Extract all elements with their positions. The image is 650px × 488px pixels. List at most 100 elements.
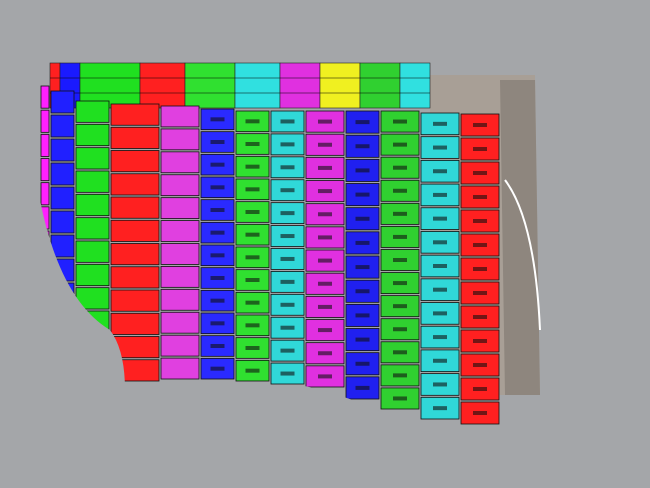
panel[interactable] (75, 170, 110, 193)
panel-label-mark (210, 253, 225, 258)
panel[interactable] (50, 186, 75, 210)
panel-label-mark (210, 117, 225, 122)
panel[interactable] (160, 357, 200, 380)
panel-label-mark (210, 208, 225, 212)
panel-label-mark (245, 368, 260, 373)
panel-label-mark (245, 164, 260, 169)
panel-label-mark (473, 387, 487, 391)
panel-label-mark (393, 165, 407, 170)
panel[interactable] (75, 263, 110, 287)
panel[interactable] (160, 174, 200, 197)
panel[interactable] (75, 123, 110, 147)
panel-label-mark (355, 289, 370, 294)
panel-label-mark (473, 339, 487, 343)
panel[interactable] (40, 133, 50, 157)
panel-label-mark (473, 123, 487, 127)
panel-label-mark (355, 265, 370, 270)
panel-label-mark (393, 350, 407, 355)
panel-label-mark (210, 140, 225, 144)
panel-label-mark (280, 211, 295, 216)
back-panel-column (279, 62, 321, 109)
panel-label-mark (280, 302, 295, 307)
panel-label-mark (473, 315, 487, 319)
panel-column (305, 110, 345, 388)
panel[interactable] (110, 219, 160, 242)
panel-label-mark (280, 256, 295, 261)
panel-label-mark (433, 335, 447, 340)
panel-label-mark (473, 291, 487, 295)
panel-label-mark (355, 192, 370, 197)
panel-label-mark (433, 406, 447, 411)
panel-label-mark (210, 185, 225, 190)
panel-column (160, 105, 200, 380)
panel[interactable] (110, 243, 160, 266)
panel-label-mark (473, 267, 487, 271)
panel[interactable] (75, 217, 110, 240)
panel-column (110, 103, 160, 382)
panel-label-mark (433, 169, 447, 174)
panel[interactable] (160, 288, 200, 311)
panel[interactable] (110, 312, 160, 335)
panel[interactable] (40, 109, 50, 133)
panel-label-mark (245, 255, 260, 260)
panel[interactable] (50, 210, 75, 234)
panel[interactable] (75, 147, 110, 170)
panel-label-mark (318, 258, 332, 263)
panel[interactable] (110, 289, 160, 312)
panel[interactable] (160, 243, 200, 265)
panel-label-mark (355, 144, 370, 149)
panel[interactable] (75, 100, 110, 123)
panel[interactable] (110, 266, 160, 289)
panel-label-mark (318, 374, 332, 379)
panel-column (270, 110, 305, 385)
panel-label-mark (473, 363, 487, 367)
panel-label-mark (393, 258, 407, 262)
panel[interactable] (110, 126, 160, 149)
panel-label-mark (433, 311, 447, 316)
panel-label-mark (433, 358, 447, 363)
panel[interactable] (160, 197, 200, 219)
panel-label-mark (393, 188, 407, 193)
panel-label-mark (393, 327, 407, 332)
panel[interactable] (160, 334, 200, 357)
panel[interactable] (110, 173, 160, 196)
panel-label-mark (473, 195, 487, 199)
panel[interactable] (75, 193, 110, 217)
panel[interactable] (40, 85, 50, 109)
panel-label-mark (280, 142, 295, 147)
panel-label-mark (318, 328, 332, 333)
panel-label-mark (355, 361, 370, 366)
panel[interactable] (110, 196, 160, 219)
back-panel-column (184, 62, 236, 109)
panel-label-mark (318, 235, 332, 240)
panel-label-mark (210, 298, 225, 303)
panel-label-mark (245, 346, 260, 350)
panel[interactable] (40, 182, 50, 206)
panel[interactable] (160, 105, 200, 128)
panel[interactable] (160, 311, 200, 334)
panel-label-mark (393, 142, 407, 147)
panel[interactable] (110, 103, 160, 126)
panel[interactable] (110, 150, 160, 173)
panel[interactable] (160, 266, 200, 288)
panel[interactable] (50, 138, 75, 162)
panel-label-mark (318, 212, 332, 217)
panel[interactable] (40, 158, 50, 182)
panel-label-mark (210, 366, 225, 371)
panel-label-mark (318, 281, 332, 286)
panel[interactable] (50, 90, 75, 114)
panel[interactable] (160, 128, 200, 151)
panel-label-mark (280, 234, 295, 239)
panel[interactable] (160, 220, 200, 242)
panel[interactable] (50, 162, 75, 186)
panel[interactable] (75, 240, 110, 263)
panel-label-mark (433, 287, 447, 292)
panel-label-mark (280, 188, 295, 193)
panel[interactable] (50, 114, 75, 138)
panel-label-mark (433, 121, 447, 126)
panel-label-mark (433, 264, 447, 268)
panel-label-mark (210, 276, 225, 280)
panel-label-mark (433, 192, 447, 197)
panel[interactable] (160, 151, 200, 174)
